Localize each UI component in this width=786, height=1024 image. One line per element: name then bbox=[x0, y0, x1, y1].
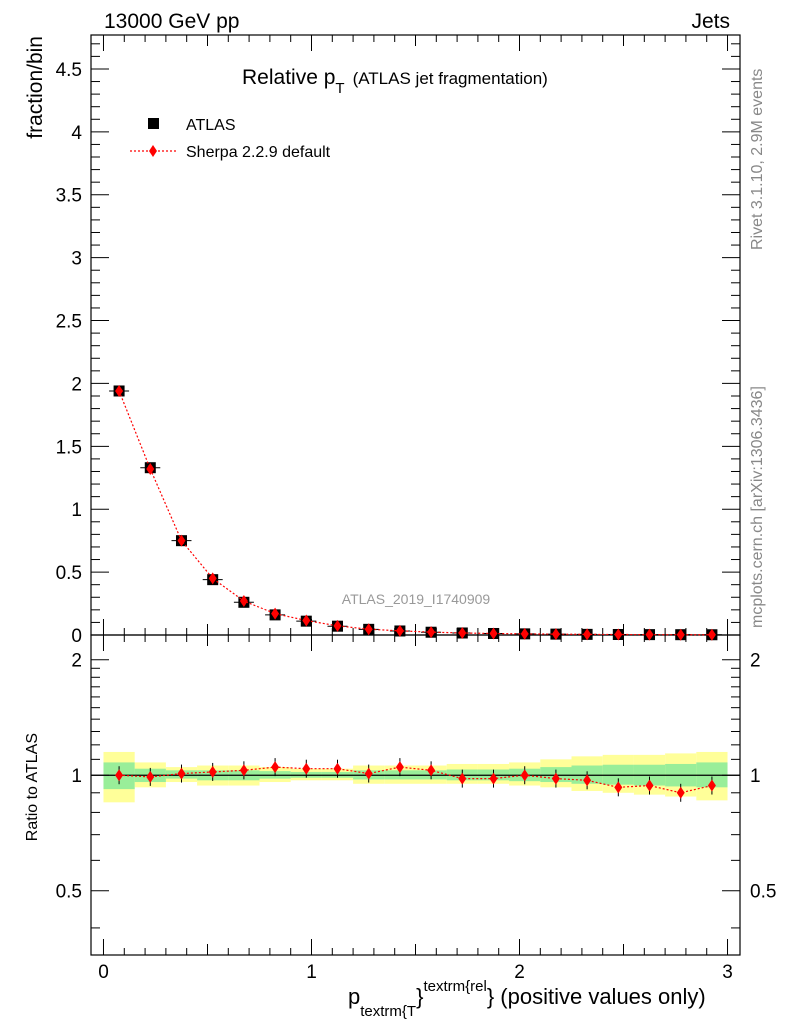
ratio-line bbox=[119, 766, 713, 794]
lower-y-tick-label: 2 bbox=[71, 651, 82, 672]
ratio-point bbox=[115, 769, 124, 782]
sherpa-point bbox=[239, 595, 248, 608]
ratio-point bbox=[645, 779, 654, 792]
rivet-label: Rivet 3.1.10, 2.9M events bbox=[749, 69, 766, 250]
sherpa-point bbox=[458, 626, 467, 639]
sherpa-point bbox=[551, 628, 560, 641]
x-axis-label-brace2: } bbox=[487, 984, 494, 1009]
sherpa-point bbox=[177, 534, 186, 547]
x-axis-label: ptextrm{T}textrm{rel} (positive values o… bbox=[348, 978, 706, 1020]
chart-title: Relative pT (ATLAS jet fragmentation) bbox=[242, 66, 548, 97]
x-tick-label: 3 bbox=[722, 962, 733, 983]
x-axis-label-sub: textrm{T bbox=[360, 1003, 416, 1020]
legend-mc-label: Sherpa 2.2.9 default bbox=[186, 144, 331, 161]
ratio-point bbox=[239, 764, 248, 777]
lower-y-tick-label: 0.5 bbox=[56, 882, 82, 903]
legend-atlas-label: ATLAS bbox=[186, 117, 236, 134]
sherpa-point bbox=[364, 623, 373, 636]
sherpa-point bbox=[583, 628, 592, 641]
lower-y-tick-label-right: 0.5 bbox=[750, 882, 776, 903]
upper-y-tick-label: 3 bbox=[71, 249, 82, 270]
upper-y-tick-label: 2.5 bbox=[56, 312, 82, 333]
ratio-point bbox=[427, 764, 436, 777]
ratio-point bbox=[489, 772, 498, 785]
x-axis-label-brace1: } bbox=[416, 984, 423, 1009]
sherpa-point bbox=[489, 627, 498, 640]
ratio-point bbox=[395, 761, 404, 774]
upper-y-axis-label: fraction/bin bbox=[24, 36, 47, 139]
lower-y-tick-label-right: 1 bbox=[750, 766, 761, 787]
chart-title-main: Relative p bbox=[242, 66, 335, 89]
sherpa-point bbox=[302, 614, 311, 627]
sherpa-point bbox=[333, 619, 342, 632]
sherpa-point bbox=[707, 628, 716, 641]
ratio-point bbox=[551, 772, 560, 785]
sherpa-point bbox=[614, 628, 623, 641]
upper-y-tick-label: 1.5 bbox=[56, 437, 82, 458]
upper-y-tick-label: 4 bbox=[71, 123, 82, 144]
ratio-point bbox=[707, 779, 716, 792]
energy-label: 13000 GeV pp bbox=[104, 10, 239, 33]
x-axis-label-rest: (positive values only) bbox=[494, 984, 706, 1009]
ratio-point bbox=[333, 762, 342, 775]
sherpa-point bbox=[395, 624, 404, 637]
upper-y-tick-label: 0 bbox=[71, 626, 82, 647]
chart-marks bbox=[91, 384, 740, 802]
sherpa-point bbox=[271, 607, 280, 620]
site-label: mcplots.cern.ch [arXiv:1306.3436] bbox=[749, 386, 766, 628]
ratio-point bbox=[458, 772, 467, 785]
x-axis-label-p: p bbox=[348, 984, 360, 1009]
ratio-point bbox=[364, 767, 373, 780]
upper-y-tick-label: 3.5 bbox=[56, 186, 82, 207]
chart-title-paren: (ATLAS jet fragmentation) bbox=[353, 69, 548, 88]
sherpa-point bbox=[676, 628, 685, 641]
upper-y-tick-label: 0.5 bbox=[56, 563, 82, 584]
sherpa-point bbox=[208, 572, 217, 585]
ratio-point bbox=[583, 774, 592, 787]
ratio-point bbox=[614, 781, 623, 794]
ratio-point bbox=[271, 761, 280, 774]
x-tick-label: 0 bbox=[98, 962, 109, 983]
upper-y-tick-label: 1 bbox=[71, 500, 82, 521]
ratio-point bbox=[146, 770, 155, 783]
analysis-label: ATLAS_2019_I1740909 bbox=[342, 591, 491, 607]
ratio-point bbox=[302, 762, 311, 775]
lower-y-tick-label: 1 bbox=[71, 766, 82, 787]
sherpa-point bbox=[520, 627, 529, 640]
lower-y-tick-label-right: 2 bbox=[750, 651, 761, 672]
legend-atlas-marker bbox=[148, 118, 159, 129]
upper-y-tick-label: 2 bbox=[71, 374, 82, 395]
ratio-point bbox=[520, 769, 529, 782]
process-label: Jets bbox=[691, 10, 730, 33]
chart-title-sub: T bbox=[335, 80, 344, 97]
sherpa-point bbox=[146, 462, 155, 475]
sherpa-point bbox=[645, 628, 654, 641]
sherpa-point bbox=[427, 626, 436, 639]
legend: ATLAS Sherpa 2.2.9 default bbox=[130, 117, 331, 161]
x-tick-label: 2 bbox=[514, 962, 525, 983]
sherpa-point bbox=[115, 384, 124, 397]
lower-y-axis-label: Ratio to ATLAS bbox=[24, 733, 41, 841]
upper-y-tick-label: 4.5 bbox=[56, 60, 82, 81]
ratio-point bbox=[676, 786, 685, 799]
sherpa-line bbox=[118, 390, 712, 636]
x-tick-label: 1 bbox=[306, 962, 317, 983]
ratio-point bbox=[208, 765, 217, 778]
legend-mc-marker bbox=[149, 145, 157, 157]
ratio-point bbox=[177, 767, 186, 780]
x-axis-label-sup: textrm{rel bbox=[423, 978, 486, 995]
